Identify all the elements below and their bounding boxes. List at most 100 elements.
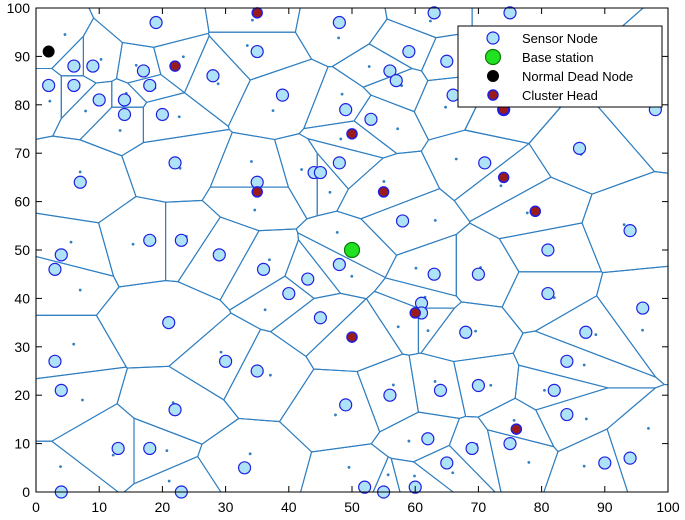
sensor-node-point xyxy=(54,248,68,262)
voronoi-cell xyxy=(413,444,496,493)
cell-centroid-dot xyxy=(382,180,386,183)
cell-centroid-dot xyxy=(396,127,400,131)
sensor-node-point xyxy=(313,165,327,180)
sensor-node-point xyxy=(332,15,346,30)
cell-centroid-dot xyxy=(582,363,586,367)
voronoi-cell xyxy=(596,265,669,386)
voronoi-cell xyxy=(535,387,656,453)
cell-centroid-dot xyxy=(69,240,73,244)
voronoi-cell xyxy=(477,397,555,448)
voronoi-cell xyxy=(35,255,120,316)
cell-centroid-dot xyxy=(622,223,626,227)
sensor-node-point xyxy=(219,354,233,368)
voronoi-cell xyxy=(305,298,404,373)
cell-centroid-dot xyxy=(386,473,390,477)
dead-node-point xyxy=(42,45,55,58)
cell-centroid-dot xyxy=(451,471,455,475)
legend-label-dead: Normal Dead Node xyxy=(522,69,633,84)
sensor-node-point xyxy=(339,398,353,412)
cell-centroid-dot xyxy=(433,380,437,383)
voronoi-cell xyxy=(606,383,669,493)
x-tick-label: 60 xyxy=(407,499,423,515)
legend-label-head: Cluster Head xyxy=(522,88,598,103)
cell-centroid-dot xyxy=(181,55,185,59)
cell-centroid-dot xyxy=(219,350,223,354)
voronoi-cell xyxy=(453,352,520,418)
x-tick-label: 90 xyxy=(597,499,613,515)
voronoi-cell xyxy=(165,199,221,283)
voronoi-cell xyxy=(514,364,609,411)
voronoi-cell xyxy=(300,443,389,493)
cell-centroid-dot xyxy=(248,452,252,456)
sensor-node-point xyxy=(143,441,157,456)
cell-centroid-dot xyxy=(499,184,503,188)
sensor-node-point xyxy=(446,88,460,102)
x-tick-label: 50 xyxy=(344,499,360,515)
base-station-point xyxy=(343,241,361,259)
x-tick-label: 10 xyxy=(91,499,107,515)
voronoi-cell xyxy=(123,455,222,493)
cell-centroid-dot xyxy=(433,218,437,222)
sensor-node-point xyxy=(174,233,188,247)
voronoi-cell xyxy=(79,106,144,157)
sensor-node-point xyxy=(54,383,68,397)
sensor-node-point xyxy=(282,286,296,301)
cluster-head-point xyxy=(169,60,181,72)
sensor-node-point xyxy=(427,267,441,281)
voronoi-cell xyxy=(209,131,289,188)
sensor-node-point xyxy=(383,64,397,78)
sensor-node-point xyxy=(364,112,378,126)
cell-centroid-dot xyxy=(131,242,135,246)
sensor-node-point xyxy=(636,301,650,315)
cell-centroid-dot xyxy=(78,288,82,292)
sensor-node-point xyxy=(478,156,492,170)
cell-centroid-dot xyxy=(81,398,84,402)
cell-centroid-dot xyxy=(391,383,395,387)
cell-centroid-dot xyxy=(647,426,650,430)
cell-centroid-dot xyxy=(245,44,249,47)
cell-centroid-dot xyxy=(474,329,477,333)
voronoi-cell xyxy=(183,35,251,127)
legend: Sensor Node Base station Normal Dead Node C… xyxy=(457,25,663,108)
sensor-node-point xyxy=(256,262,271,276)
cell-centroid-dot xyxy=(335,230,339,234)
sensor-node-point xyxy=(92,93,106,107)
cell-centroid-dot xyxy=(334,413,337,417)
cell-centroid-dot xyxy=(367,65,371,68)
sensor-node-point xyxy=(598,456,612,470)
cell-centroid-dot xyxy=(340,92,344,96)
cell-centroid-dot xyxy=(72,342,76,346)
voronoi-cell xyxy=(197,417,313,493)
sensor-node-point xyxy=(471,267,485,281)
cell-centroid-dot xyxy=(263,308,267,312)
sensor-node-point xyxy=(42,78,56,93)
sensor-node-point xyxy=(48,262,62,276)
voronoi-cell xyxy=(368,18,437,72)
cluster-head-point xyxy=(346,128,358,140)
cell-centroid-dot xyxy=(251,18,254,22)
cell-centroid-dot xyxy=(300,168,304,171)
cluster-head-point xyxy=(529,205,542,218)
sensor-node-point xyxy=(402,44,416,59)
sensor-node-point xyxy=(143,78,157,93)
sensor-node-point xyxy=(358,480,372,494)
voronoi-cell xyxy=(153,32,210,94)
sensor-node-point xyxy=(541,286,555,301)
voronoi-cell xyxy=(270,292,367,357)
cell-centroid-dot xyxy=(111,453,115,457)
sensor-node-point xyxy=(117,93,132,107)
y-tick-label: 90 xyxy=(14,48,30,64)
voronoi-cell xyxy=(336,150,441,220)
cell-centroid-dot xyxy=(350,274,354,278)
x-tick-label: 70 xyxy=(471,499,487,515)
sensor-node-point xyxy=(623,451,637,465)
cell-centroid-dot xyxy=(337,36,341,40)
axes: 0 10 20 30 40 50 60 70 80 90 100 0 10 20 30 40 50 60 70 80 9… xyxy=(7,0,680,515)
sensor-node-point xyxy=(149,15,163,30)
sensor-node-point xyxy=(440,456,454,470)
voronoi-cell xyxy=(82,17,123,84)
cell-centroid-dot xyxy=(59,465,62,468)
cell-centroid-dot xyxy=(584,417,588,421)
cell-centroid-dot xyxy=(118,129,122,132)
sensor-node-point xyxy=(212,248,226,262)
